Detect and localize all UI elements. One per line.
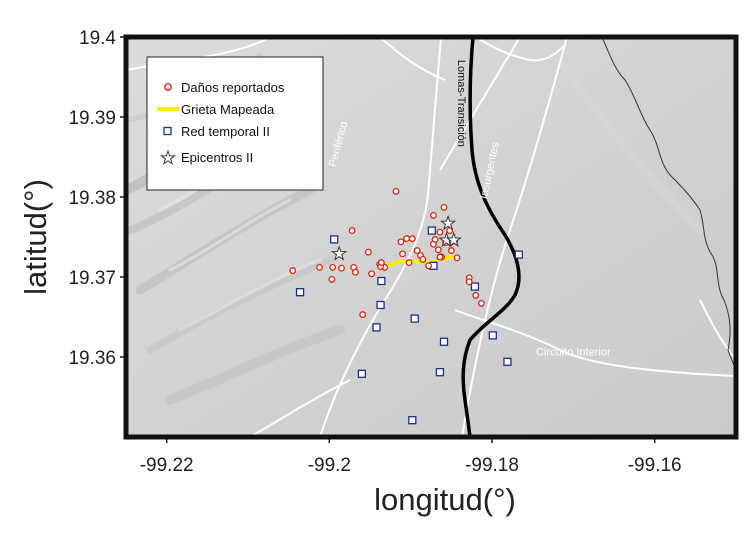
station-point — [488, 331, 497, 340]
legend-red-swatch — [163, 126, 172, 136]
station-point — [470, 282, 480, 291]
station-point — [357, 369, 367, 378]
map-background: Periférico InsurgentesLomas-TransiciónCir… — [126, 37, 736, 437]
legend: Daños reportados Grieta Mapeada Red temp… — [146, 56, 324, 191]
station-point — [439, 337, 449, 346]
axis-ticks: -99.22 -99.2 -99.18 -99.16 19.36 19.37 19.38 19… — [68, 28, 681, 476]
x-tick-label: -99.16 — [628, 455, 682, 476]
dano-point — [351, 268, 359, 276]
dano-point — [436, 228, 444, 236]
dano-point — [447, 247, 455, 255]
dano-point — [403, 235, 411, 243]
dano-point — [440, 203, 448, 211]
station-point — [408, 416, 417, 425]
dano-point — [419, 255, 427, 263]
lomas-transicion-line — [461, 37, 521, 437]
station-point — [376, 300, 385, 310]
station-point — [295, 288, 305, 297]
station-point — [410, 314, 419, 323]
dano-point — [405, 259, 413, 267]
road-north-1 — [126, 37, 271, 71]
legend-danos-swatch — [164, 83, 172, 91]
dano-point — [392, 187, 400, 195]
station-point — [514, 250, 523, 259]
y-axis-title: latitud(°) — [18, 179, 53, 295]
dano-point — [436, 253, 444, 261]
legend-box — [146, 56, 324, 191]
dano-point — [338, 264, 345, 272]
dano-point — [431, 235, 439, 243]
road-periferico — [319, 37, 442, 437]
x-tick-label: -99.2 — [308, 455, 351, 476]
station-point — [377, 276, 386, 286]
road-insurgentes — [461, 37, 568, 437]
epicenter-point — [445, 231, 462, 248]
dano-point — [399, 250, 406, 258]
dano-point — [429, 211, 437, 219]
legend-red-label: Red temporal II — [181, 124, 270, 139]
epicenter-point — [330, 245, 348, 261]
dano-point — [397, 238, 405, 246]
y-tick-label: 19.4 — [79, 28, 116, 49]
epicenter-point — [439, 214, 457, 231]
y-tick-label: 19.39 — [68, 108, 116, 129]
station-point — [372, 323, 381, 332]
dano-point — [453, 254, 461, 262]
y-tick-label: 19.37 — [68, 268, 116, 289]
dano-point — [364, 248, 372, 256]
legend-grieta-label: Grieta Mapeada — [181, 102, 275, 117]
station-point — [330, 235, 339, 244]
legend-danos-label: Daños reportados — [181, 80, 285, 95]
x-axis-title: longitud(°) — [374, 482, 516, 517]
station-point — [427, 226, 436, 235]
dano-point — [472, 291, 480, 299]
dano-point — [477, 299, 485, 307]
road-label: Lomas-Transición — [455, 60, 467, 147]
y-tick-label: 19.36 — [68, 348, 116, 369]
y-tick-label: 19.38 — [68, 188, 116, 209]
dano-point — [465, 278, 473, 286]
dano-point — [377, 259, 385, 267]
road-north-3 — [474, 37, 566, 62]
dano-point — [434, 246, 442, 254]
dano-point — [328, 275, 336, 283]
road-north-2 — [379, 37, 446, 81]
dano-point — [348, 227, 356, 235]
boundary-line — [601, 37, 736, 373]
legend-epi-swatch — [159, 149, 177, 165]
station-point — [503, 357, 512, 366]
plot-frame — [123, 34, 739, 440]
road-label: Circuito Interior — [536, 346, 611, 358]
dano-point — [329, 263, 337, 271]
dano-point — [316, 263, 324, 271]
x-tick-label: -99.22 — [140, 455, 194, 476]
dano-point — [368, 270, 376, 278]
legend-epi-label: Epicentros II — [181, 150, 253, 165]
station-point — [435, 368, 445, 377]
road-southwest — [249, 379, 351, 437]
road-diagonal — [439, 37, 521, 171]
dano-point — [425, 262, 433, 270]
dano-point — [413, 247, 421, 255]
road-south-east — [699, 299, 736, 361]
dano-point — [289, 267, 297, 275]
x-tick-label: -99.18 — [465, 455, 519, 476]
dano-point — [359, 311, 367, 319]
road-circuito-interior — [454, 309, 736, 377]
dano-point — [408, 235, 416, 243]
data-marks — [289, 187, 523, 425]
road-network — [126, 37, 736, 437]
